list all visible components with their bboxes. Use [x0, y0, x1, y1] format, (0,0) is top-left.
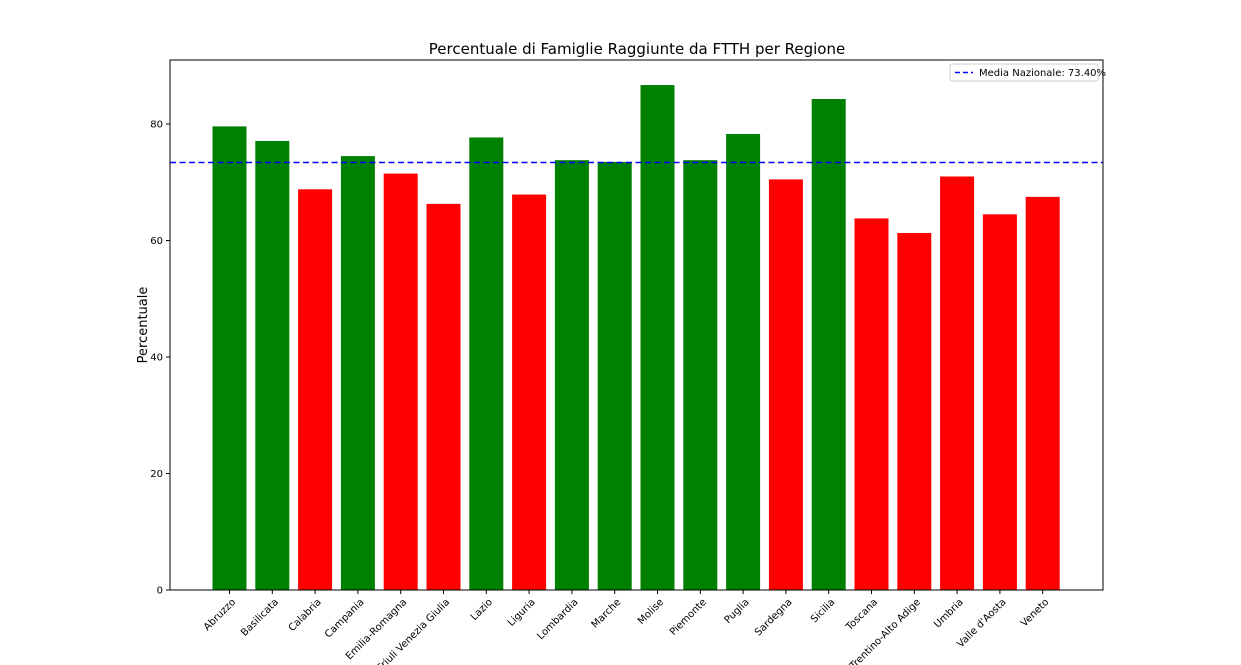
legend-box	[949, 63, 1099, 82]
bar	[212, 126, 247, 591]
y-tick-label: 0	[157, 586, 163, 597]
legend: Media Nazionale: 73.40%	[949, 63, 1106, 82]
bar	[298, 189, 333, 591]
bar	[426, 203, 461, 590]
legend-label: Media Nazionale: 73.40%	[979, 68, 1106, 79]
bar	[768, 179, 803, 590]
plot-frame	[169, 59, 1104, 591]
bar	[597, 161, 632, 590]
bar	[982, 214, 1017, 591]
bar	[512, 194, 547, 591]
bar	[255, 140, 290, 590]
bar	[383, 173, 418, 591]
y-axis-ticks: 0 20 40 60 80	[150, 120, 170, 597]
bar	[683, 160, 718, 590]
y-tick-label: 60	[150, 236, 163, 247]
bar	[811, 99, 846, 591]
chart-title: Percentuale di Famiglie Raggiunte da FTT…	[429, 40, 845, 58]
y-axis-label: Percentuale	[136, 287, 151, 364]
bar	[854, 218, 889, 590]
bar	[897, 232, 932, 590]
bar	[726, 133, 761, 590]
y-tick-label: 40	[150, 353, 163, 364]
y-tick-label: 80	[150, 120, 163, 131]
bar	[940, 176, 975, 590]
bar	[640, 85, 675, 591]
bar	[554, 160, 589, 590]
y-tick-label: 20	[150, 469, 163, 480]
bar	[340, 156, 375, 590]
bars	[212, 85, 1060, 591]
bar	[1025, 196, 1060, 590]
bar	[469, 137, 504, 590]
